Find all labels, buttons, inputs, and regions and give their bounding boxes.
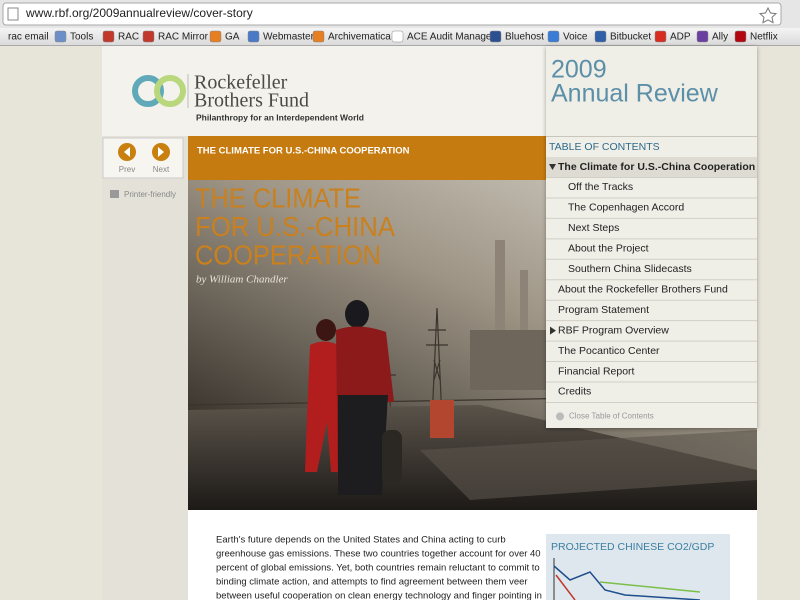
toc-item[interactable]: Credits	[558, 386, 591, 398]
left-column	[102, 136, 188, 600]
toc-toggle[interactable]	[549, 164, 556, 170]
bookmark-star[interactable]	[758, 6, 778, 24]
sidebar-title: PROJECTED CHINESE CO2/GDP	[551, 541, 714, 553]
bookmark-icon	[142, 30, 155, 43]
logo	[132, 75, 186, 107]
bookmark[interactable]: Tools	[70, 32, 93, 43]
article-line: greenhouse gas emissions. These two coun…	[216, 549, 541, 560]
toc-item[interactable]: Financial Report	[558, 365, 635, 377]
article-line: Earth's future depends on the United Sta…	[216, 535, 506, 546]
sidebar-chart	[546, 534, 730, 600]
toc-item[interactable]: The Climate for U.S.-China Cooperation	[558, 161, 755, 173]
next-label[interactable]: Next	[153, 165, 170, 174]
url: www.rbf.org/2009annualreview/cover-story	[25, 6, 253, 20]
page-icon	[7, 7, 19, 21]
sidebar-chart-lines	[553, 558, 701, 600]
org-name: Brothers Fund	[194, 90, 309, 112]
bookmark-icon	[489, 30, 502, 43]
hero-title-line: FOR U.S.-CHINA	[195, 211, 395, 242]
banner-text: THE CLIMATE FOR U.S.-CHINA COOPERATION	[197, 146, 410, 157]
bookmark[interactable]: RAC Mirror	[158, 32, 209, 43]
toc-panel	[546, 46, 757, 428]
bookmark[interactable]: Ally	[712, 32, 728, 43]
bookmark-icon	[54, 30, 67, 43]
toc-toggle[interactable]	[550, 326, 556, 335]
article-line: percent of global emissions. Yet, both c…	[216, 563, 540, 574]
toc-close[interactable]: Close Table of Contents	[569, 412, 654, 421]
bookmark-icon	[654, 30, 667, 43]
bookmark-icon	[734, 30, 747, 43]
bookmark[interactable]: Bitbucket	[610, 32, 651, 43]
hero-title-line: THE CLIMATE	[195, 182, 361, 213]
article: Earth's future depends on the United Sta…	[216, 535, 542, 600]
bookmark[interactable]: ADP	[670, 32, 691, 43]
bookmark-icon	[247, 30, 260, 43]
printer-link[interactable]: Printer-friendly	[124, 190, 176, 199]
toc-item[interactable]: Program Statement	[558, 304, 649, 316]
toc-item[interactable]: The Copenhagen Accord	[568, 202, 684, 214]
bookmark[interactable]: ACE Audit Manager	[407, 32, 495, 43]
bookmark-icon	[547, 30, 560, 43]
close-icon[interactable]	[556, 412, 564, 421]
toc-item[interactable]: RBF Program Overview	[558, 324, 669, 336]
bookmark[interactable]: GA	[225, 32, 240, 43]
nav-box	[102, 137, 184, 179]
address-bar[interactable]	[2, 2, 782, 26]
next-arrow	[158, 147, 164, 157]
byline: by William Chandler	[196, 274, 288, 286]
bookmark-icon	[312, 30, 325, 43]
bookmark-icon	[102, 30, 115, 43]
tagline: Philanthropy for an Interdependent World	[196, 112, 364, 122]
toc-list: The Climate for U.S.-China Cooperation Of…	[546, 157, 757, 421]
bookmark-icon	[594, 30, 607, 43]
toc-item[interactable]: Off the Tracks	[568, 181, 633, 193]
annual-review: Annual Review	[551, 80, 719, 108]
bookmark[interactable]: Archivematica	[328, 32, 391, 43]
bookmark[interactable]: RAC	[118, 32, 139, 43]
toc-heading: TABLE OF CONTENTS	[549, 141, 660, 153]
bookmark[interactable]: Voice	[563, 32, 588, 43]
bookmark[interactable]: Webmaster	[263, 32, 315, 43]
prev-arrow	[124, 147, 130, 157]
bookmarks: rac email Tools RAC RAC Mirror GA Webmaster Ar…	[8, 30, 778, 43]
printer-icon	[110, 190, 119, 198]
bookmark[interactable]: Netflix	[750, 32, 778, 43]
bookmark[interactable]: rac email	[8, 32, 49, 43]
toc-item[interactable]: The Pocantico Center	[558, 345, 660, 357]
org-name: Rockefeller	[194, 72, 288, 94]
prev-label[interactable]: Prev	[119, 165, 135, 174]
bookmark-icon	[391, 30, 404, 43]
toc-item[interactable]: Southern China Slidecasts	[568, 263, 692, 275]
toc-current-bg	[546, 157, 757, 177]
hero-title-line: COOPERATION	[195, 239, 381, 270]
year: 2009	[551, 56, 607, 84]
bookmark[interactable]: Bluehost	[505, 32, 544, 43]
bookmark-icon	[696, 30, 709, 43]
article-line: binding climate action, and attempts to …	[216, 577, 528, 588]
article-line: between useful cooperation on clean ener…	[216, 591, 542, 600]
toc-item[interactable]: About the Rockefeller Brothers Fund	[558, 283, 728, 295]
bookmark-icon	[209, 30, 222, 43]
toc-item[interactable]: About the Project	[568, 243, 649, 255]
toc-item[interactable]: Next Steps	[568, 222, 619, 234]
